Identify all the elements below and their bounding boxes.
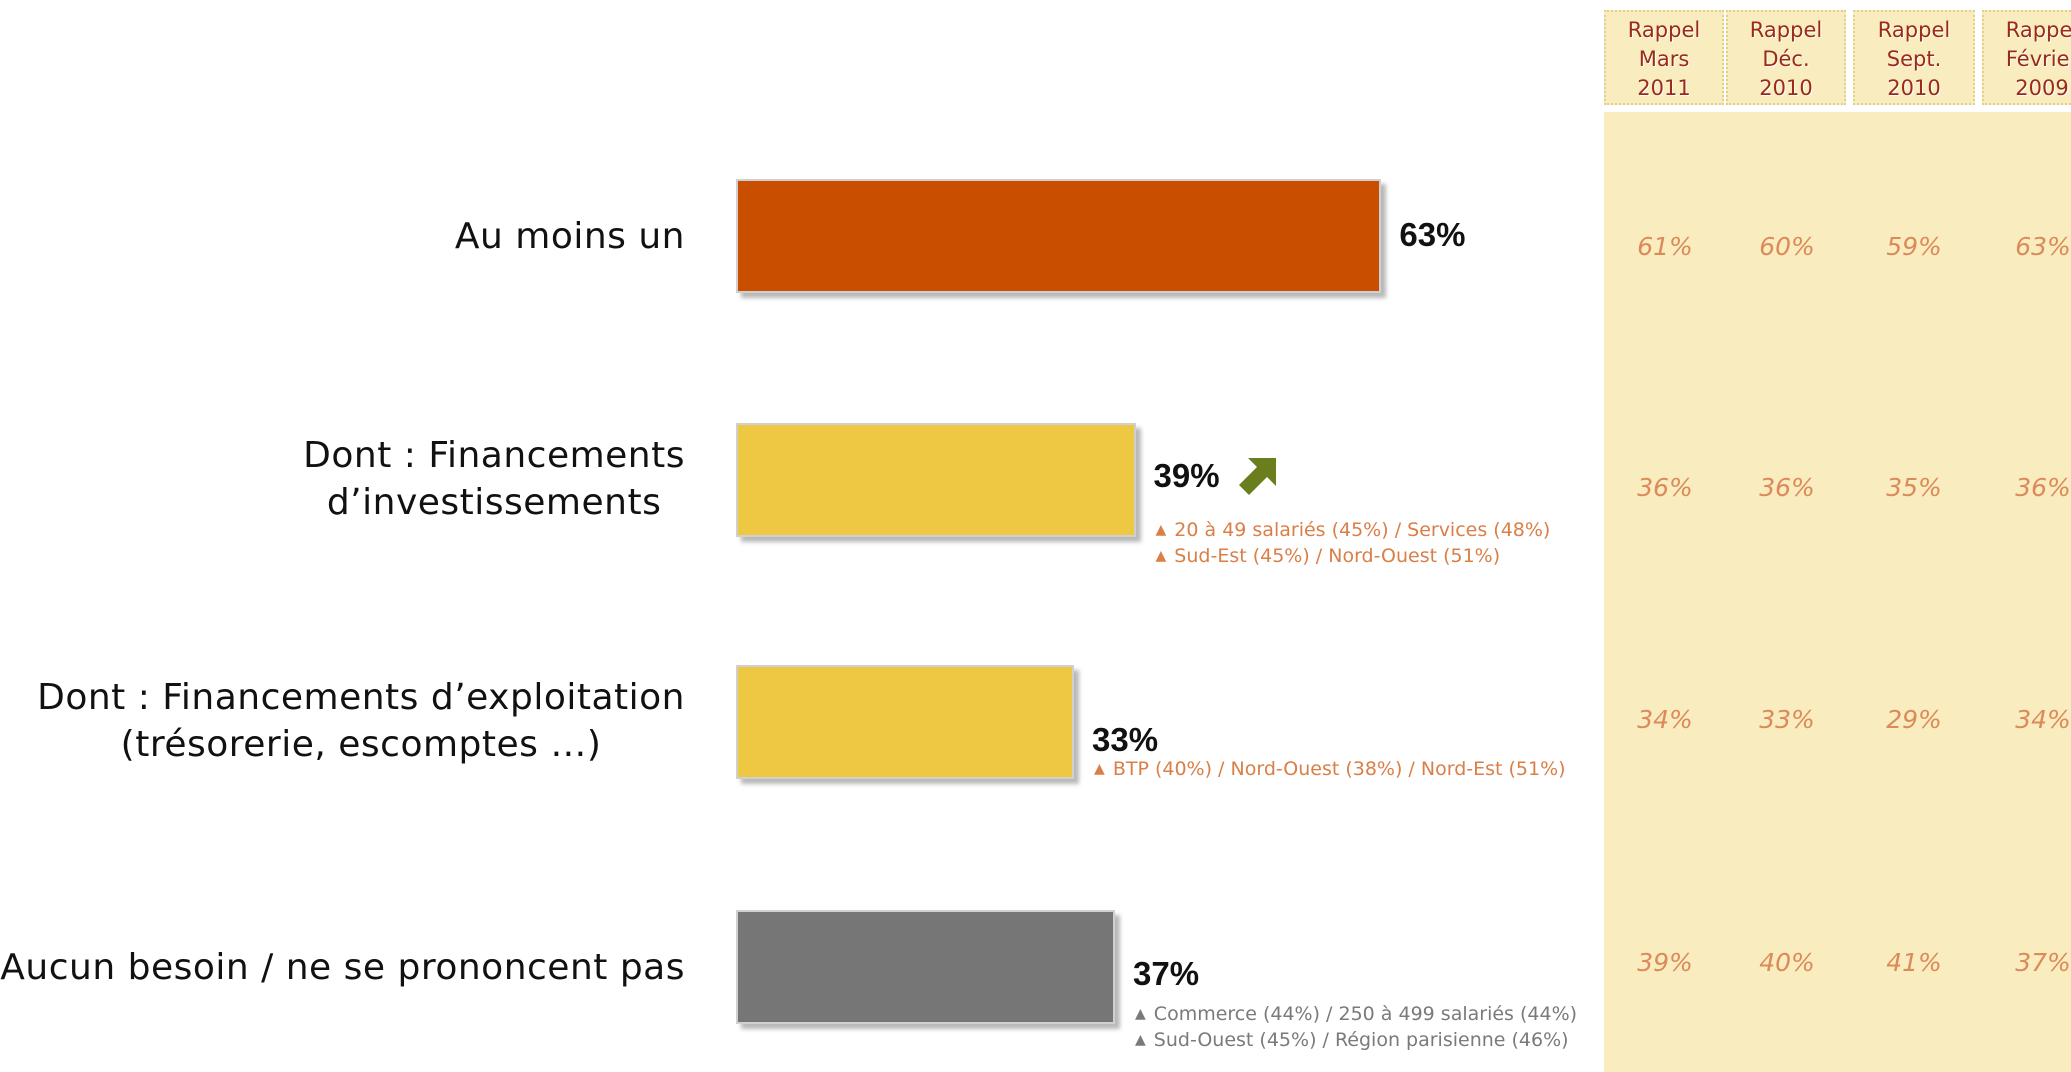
subgroup-note: ▲ BTP (40%) / Nord-Ouest (38%) / Nord-Est… — [1094, 756, 1566, 784]
data-label: 63% — [1399, 216, 1466, 253]
recall-value: 63% — [2015, 232, 2071, 261]
recall-header-line: Rappel — [1877, 18, 1951, 42]
recall-value: 35% — [1886, 473, 1942, 502]
recall-column-background — [1982, 112, 2071, 1072]
category-label-line: Aucun besoin / ne se prononcent pas — [0, 946, 685, 988]
triangle-up-icon: ▲ — [1155, 522, 1167, 538]
recall-value: 40% — [1759, 948, 1815, 977]
recall-value: 60% — [1759, 232, 1815, 261]
recall-header-line: Rappel — [1627, 18, 1701, 42]
bar — [736, 665, 1075, 779]
recall-value: 41% — [1886, 948, 1942, 977]
category-label-line: d’investissements — [326, 482, 662, 523]
subgroup-note: ▲ Sud-Ouest (45%) / Région parisienne (46… — [1135, 1027, 1569, 1055]
category-label-line: Dont : Financements d’exploitation — [37, 677, 685, 718]
data-label: 37% — [1133, 955, 1200, 992]
category-label: Aucun besoin / ne se prononcent pas — [0, 944, 685, 991]
recall-header-line: Février — [2005, 47, 2071, 71]
recall-column-header: Rappel Mars 2011 — [1604, 10, 1724, 105]
category-label-line: Dont : Financements — [303, 435, 685, 476]
recall-header-line: 2010 — [1887, 76, 1941, 100]
subgroup-note-text: Sud-Ouest (45%) / Région parisienne (46%… — [1153, 1029, 1569, 1051]
bar — [736, 423, 1136, 537]
recall-header-line: Déc. — [1762, 47, 1810, 71]
recall-header-line: Sept. — [1886, 47, 1942, 71]
subgroup-note: ▲ 20 à 49 salariés (45%) / Services (48%) — [1156, 517, 1551, 545]
recall-header-line: Mars — [1638, 47, 1690, 71]
triangle-up-icon: ▲ — [1135, 1006, 1146, 1022]
recall-value: 36% — [1637, 473, 1693, 502]
subgroup-note-text: Commerce (44%) / 250 à 499 salariés (44%… — [1153, 1003, 1578, 1025]
recall-column-header: Rappel Déc. 2010 — [1726, 10, 1846, 105]
recall-header-line: 2009 — [2015, 76, 2069, 100]
triangle-up-icon: ▲ — [1135, 1032, 1146, 1048]
recall-value: 36% — [1759, 473, 1815, 502]
recall-value: 59% — [1886, 232, 1942, 261]
subgroup-note: ▲ Sud-Est (45%) / Nord-Ouest (51%) — [1156, 543, 1501, 571]
bar — [736, 179, 1382, 293]
recall-value: 39% — [1637, 948, 1693, 977]
triangle-up-icon: ▲ — [1155, 548, 1167, 564]
category-label: Dont : Financements d’exploitation (tréso… — [37, 674, 685, 768]
recall-column-background — [1848, 112, 1982, 1072]
subgroup-note-text: BTP (40%) / Nord-Ouest (38%) / Nord-Est … — [1112, 758, 1566, 780]
subgroup-note-text: Sud-Est (45%) / Nord-Ouest (51%) — [1174, 545, 1501, 567]
recall-header-line: Rappel — [2005, 18, 2071, 42]
up-arrow-icon — [1238, 458, 1276, 495]
recall-value: 33% — [1759, 705, 1815, 734]
recall-header-line: Rappel — [1749, 18, 1823, 42]
recall-value: 29% — [1886, 705, 1942, 734]
data-label: 33% — [1092, 721, 1159, 758]
recall-column-background — [1604, 112, 1726, 1072]
subgroup-note-text: 20 à 49 salariés (45%) / Services (48%) — [1174, 519, 1551, 541]
recall-value: 34% — [2015, 705, 2071, 734]
recall-value: 34% — [1637, 705, 1693, 734]
subgroup-note: ▲ Commerce (44%) / 250 à 499 salariés (44… — [1135, 1001, 1577, 1029]
bar — [736, 910, 1116, 1024]
category-label: Au moins un — [455, 213, 685, 260]
recall-value: 61% — [1637, 232, 1693, 261]
recall-value: 37% — [2015, 948, 2071, 977]
triangle-up-icon: ▲ — [1094, 761, 1105, 777]
recall-header-line: 2010 — [1759, 76, 1813, 100]
recall-column-header: Rappel Sept. 2010 — [1853, 10, 1975, 105]
recall-column-header: Rappel Février 2009 — [1982, 10, 2071, 105]
recall-value: 36% — [2015, 473, 2071, 502]
data-label: 39% — [1153, 457, 1220, 494]
recall-column-background — [1726, 112, 1848, 1072]
category-label-line: (trésorerie, escomptes …) — [120, 724, 602, 765]
recall-header-line: 2011 — [1637, 76, 1691, 100]
category-label: Dont : Financements d’investissements — [303, 432, 685, 526]
category-label-line: Au moins un — [454, 215, 685, 257]
